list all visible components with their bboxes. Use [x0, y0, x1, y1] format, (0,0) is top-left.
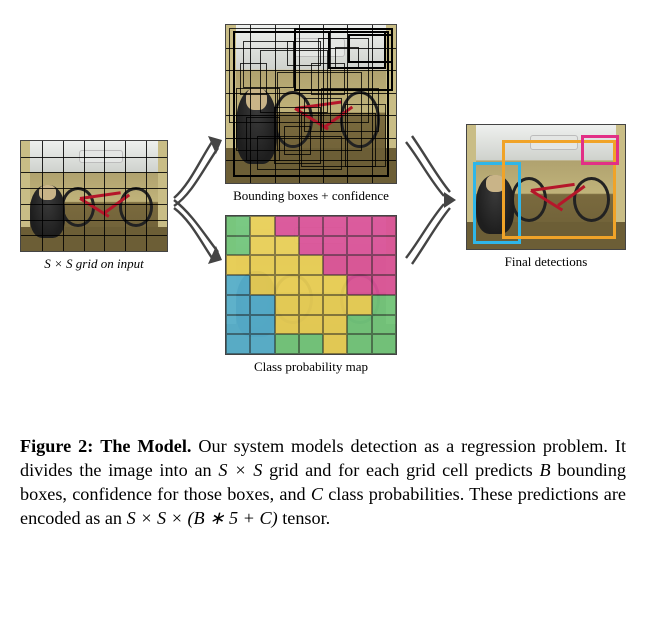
classmap-cell-bike	[299, 315, 323, 335]
classmap-cell-bike	[275, 295, 299, 315]
figure-diagram: S × S grid on input	[20, 20, 626, 390]
detection-overlay	[467, 125, 625, 249]
input-image-with-grid	[20, 140, 168, 252]
detection-car	[581, 135, 619, 165]
figure-caption: Figure 2: The Model. Our system models d…	[20, 434, 626, 530]
classmap-cell-car	[299, 236, 323, 256]
classmap-cell-bg	[226, 216, 250, 236]
classmap-cell-bg	[347, 315, 371, 335]
figure-number: Figure 2:	[20, 436, 93, 456]
figure-2: S × S grid on input	[20, 20, 626, 530]
classmap-cell-dog	[250, 295, 274, 315]
classmap-cell-dog	[250, 315, 274, 335]
classmap-cell-car	[323, 216, 347, 236]
classmap-cell-dog	[226, 275, 250, 295]
classmap-grid	[226, 216, 396, 354]
classmap-cell-car	[275, 216, 299, 236]
bbox-overlay	[226, 25, 396, 183]
panel-label-final: Final detections	[505, 254, 588, 270]
classmap-cell-car	[347, 255, 371, 275]
caption-text-5: tensor.	[282, 508, 330, 528]
predicted-bbox	[284, 126, 311, 154]
panel-class-prob-map: Class probability map	[225, 215, 397, 375]
classmap-cell-bg	[372, 315, 396, 335]
classmap-cell-bike	[250, 236, 274, 256]
classmap-cell-car	[347, 216, 371, 236]
classmap-cell-bike	[250, 255, 274, 275]
classmap-cell-bg	[347, 334, 371, 354]
classmap-cell-bike	[226, 255, 250, 275]
classmap-cell-car	[323, 236, 347, 256]
panel-label-input: S × S grid on input	[44, 256, 143, 272]
panel-label-bbox: Bounding boxes + confidence	[233, 188, 389, 204]
classmap-cell-bike	[323, 315, 347, 335]
classmap-cell-bg	[275, 334, 299, 354]
classmap-cell-car	[372, 275, 396, 295]
math-B: B	[539, 460, 550, 480]
math-C: C	[311, 484, 323, 504]
figure-title: The Model.	[100, 436, 191, 456]
final-detections-image	[466, 124, 626, 250]
classmap-cell-bike	[275, 315, 299, 335]
classmap-cell-bg	[299, 334, 323, 354]
classmap-cell-dog	[226, 315, 250, 335]
classmap-cell-bike	[250, 216, 274, 236]
caption-text-2: grid and for each grid cell predicts	[269, 460, 539, 480]
classmap-image	[225, 215, 397, 355]
classmap-cell-car	[372, 236, 396, 256]
bbox-image	[225, 24, 397, 184]
classmap-cell-bike	[299, 275, 323, 295]
classmap-cell-car	[299, 216, 323, 236]
classmap-cell-car	[372, 216, 396, 236]
classmap-cell-bike	[299, 255, 323, 275]
classmap-cell-car	[347, 236, 371, 256]
classmap-cell-bg	[372, 295, 396, 315]
arrow-merge-icon	[400, 120, 458, 270]
math-tensor: S × S × (B ∗ 5 + C)	[127, 508, 278, 528]
classmap-cell-bike	[323, 334, 347, 354]
classmap-cell-bg	[372, 334, 396, 354]
arrow-split-icon	[170, 120, 228, 270]
classmap-cell-bike	[323, 275, 347, 295]
classmap-cell-dog	[226, 295, 250, 315]
panel-final-detections: Final detections	[466, 124, 626, 270]
classmap-cell-car	[323, 255, 347, 275]
classmap-cell-dog	[250, 334, 274, 354]
classmap-cell-bike	[275, 275, 299, 295]
classmap-cell-bike	[299, 295, 323, 315]
predicted-bbox	[318, 38, 369, 123]
classmap-cell-car	[372, 255, 396, 275]
classmap-cell-bike	[323, 295, 347, 315]
panel-bbox-confidence: Bounding boxes + confidence	[225, 24, 397, 204]
classmap-cell-bike	[275, 255, 299, 275]
classmap-cell-bike	[250, 275, 274, 295]
classmap-cell-bg	[226, 236, 250, 256]
classmap-cell-car	[347, 275, 371, 295]
math-SxS: S × S	[218, 460, 262, 480]
panel-label-classmap: Class probability map	[254, 359, 368, 375]
panel-input-grid: S × S grid on input	[20, 140, 168, 272]
classmap-cell-bike	[275, 236, 299, 256]
classmap-cell-dog	[226, 334, 250, 354]
scene-photo	[21, 141, 167, 251]
classmap-cell-bike	[347, 295, 371, 315]
